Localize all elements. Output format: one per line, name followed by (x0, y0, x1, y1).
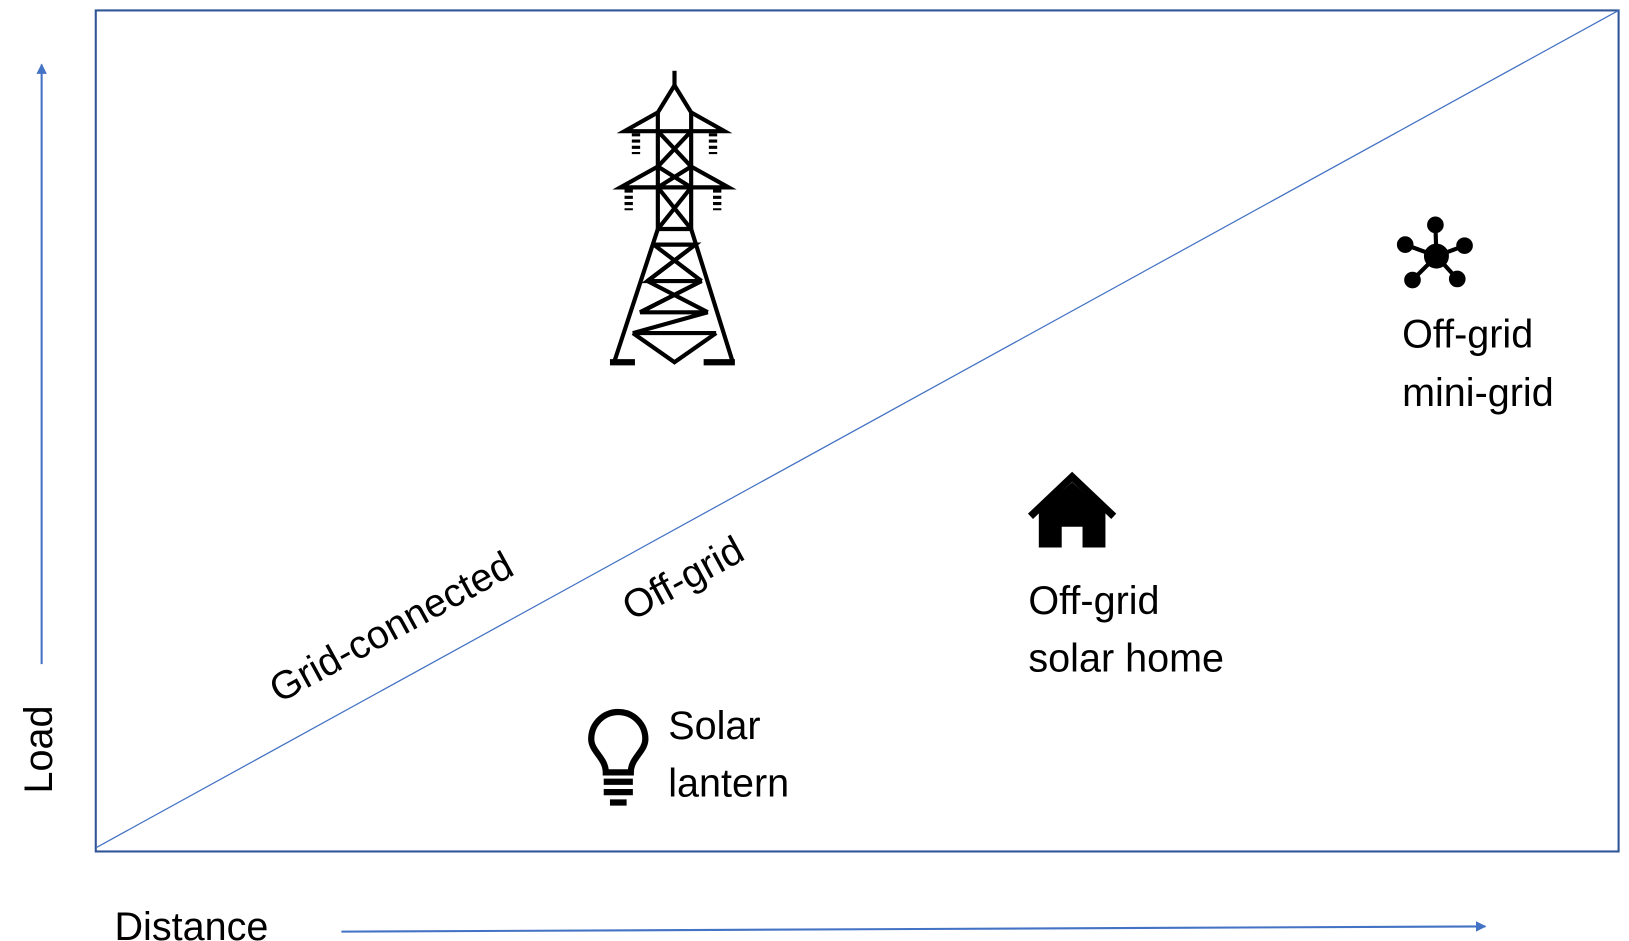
minigrid-icon (1396, 216, 1473, 289)
region-label: Grid-connected (262, 543, 520, 711)
item-label: Off-grid (1402, 313, 1533, 357)
y-label: Load (17, 705, 61, 793)
bulb-icon (588, 708, 649, 806)
x-arrow (341, 921, 1487, 933)
x-label: Distance (114, 905, 268, 941)
tower-icon (609, 70, 737, 366)
item-label: solar home (1028, 636, 1224, 680)
item-label: Off-grid (1028, 579, 1159, 623)
frame (94, 9, 1620, 853)
item-label: Solar (668, 704, 760, 748)
region-label: Off-grid (615, 528, 751, 630)
item-label: mini-grid (1402, 371, 1554, 415)
house-icon (1027, 471, 1117, 548)
item-label: lantern (668, 761, 789, 805)
divider (96, 9, 1619, 848)
